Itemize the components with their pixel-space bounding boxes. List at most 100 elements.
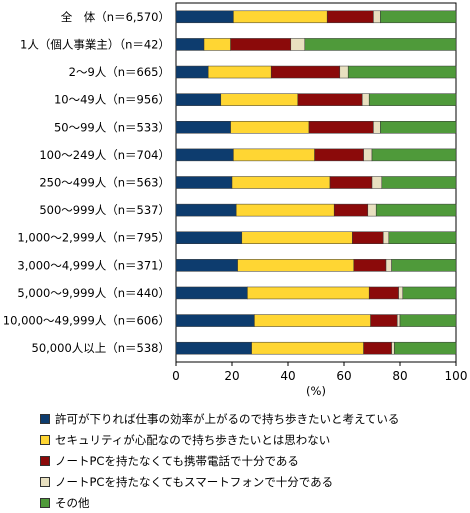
- bar-segment-2-1: [207, 65, 272, 79]
- legend-label: その他: [55, 495, 90, 510]
- bar-segment-1-3: [290, 38, 306, 51]
- legend-item: 許可が下りれば仕事の効率が上がるので持ち歩きたいと考えている: [40, 408, 399, 429]
- category-label: 1,000～2,999人（n＝795）: [17, 231, 170, 245]
- x-tick-label: 60: [336, 369, 351, 383]
- bar-segment-3-3: [361, 93, 370, 106]
- legend-swatch: [40, 476, 50, 487]
- bar-segment-6-4: [381, 176, 457, 189]
- bar-segment-2-0: [175, 65, 209, 79]
- legend-swatch: [40, 413, 50, 424]
- bar-segment-5-2: [314, 148, 364, 162]
- bar-segment-4-3: [373, 121, 381, 134]
- bar-segment-12-3: [391, 341, 395, 355]
- category-label: 3,000～4,999人（n＝371）: [17, 258, 170, 272]
- bar-segment-8-3: [382, 231, 390, 244]
- bar-segment-6-1: [231, 176, 331, 189]
- bar-segment-9-0: [175, 259, 238, 272]
- x-tick-label: 80: [392, 369, 407, 383]
- category-label: 250～499人（n＝563）: [39, 176, 170, 190]
- bar-segment-10-0: [175, 286, 248, 300]
- bar-segment-7-0: [175, 203, 237, 217]
- x-tick-label: 100: [445, 369, 468, 383]
- bar-segment-1-4: [304, 38, 457, 51]
- bar-segment-1-2: [230, 38, 292, 51]
- bar-segment-3-2: [297, 93, 363, 106]
- category-label: 100～249人（n＝704）: [39, 148, 170, 162]
- bar-segment-5-0: [175, 148, 234, 162]
- bar-segment-12-0: [175, 341, 252, 355]
- x-axis-label: (%): [306, 384, 326, 398]
- bar-segment-9-3: [385, 259, 392, 272]
- category-label: 10,000～49,999人（n＝606）: [3, 314, 170, 328]
- bar-segment-0-1: [233, 10, 328, 24]
- bar-segment-10-2: [368, 286, 399, 300]
- bar-segment-10-3: [398, 286, 404, 300]
- bar-segment-2-3: [339, 65, 349, 79]
- category-label: 50,000人以上（n＝538）: [32, 341, 170, 355]
- legend-swatch: [40, 455, 50, 466]
- category-label: 全 体（n＝6,570）: [61, 10, 170, 24]
- x-tick-label: 0: [172, 369, 180, 383]
- legend-label: ノートPCを持たなくても携帯電話で十分である: [55, 453, 299, 468]
- x-tick-label: 40: [280, 369, 295, 383]
- bar-segment-9-4: [391, 259, 457, 272]
- bar-segment-4-0: [175, 121, 231, 134]
- bar-segment-12-4: [394, 341, 457, 355]
- bar-segment-0-0: [175, 10, 234, 24]
- bar-segment-8-0: [175, 231, 243, 244]
- bar-segment-5-4: [371, 148, 457, 162]
- bar-segment-11-2: [370, 314, 398, 327]
- bar-segment-0-2: [326, 10, 374, 24]
- bar-segment-11-3: [396, 314, 401, 327]
- bar-segment-6-2: [329, 176, 373, 189]
- bar-segment-4-4: [380, 121, 457, 134]
- bar-segment-4-1: [230, 121, 310, 134]
- bar-segment-7-2: [333, 203, 369, 217]
- bar-segment-8-4: [388, 231, 457, 244]
- bar-segment-8-1: [241, 231, 353, 244]
- legend-swatch: [40, 434, 50, 445]
- legend-item: ノートPCを持たなくてもスマートフォンで十分である: [40, 471, 399, 492]
- legend-item: その他: [40, 492, 399, 513]
- bar-segment-2-2: [270, 65, 341, 79]
- bar-segment-11-0: [175, 314, 255, 327]
- bar-segment-9-2: [353, 259, 387, 272]
- bar-segment-3-1: [220, 93, 299, 106]
- bar-segment-7-1: [235, 203, 335, 217]
- chart-plot-area: 全 体（n＝6,570） 1人（個人事業主）（n＝42） 2～9人（n＝665） 10…: [3, 2, 468, 398]
- bar-segment-9-1: [237, 259, 355, 272]
- legend-swatch: [40, 497, 50, 508]
- legend-item: ノートPCを持たなくても携帯電話で十分である: [40, 450, 399, 471]
- bar-segment-5-3: [363, 148, 373, 162]
- bar-segment-0-4: [380, 10, 457, 24]
- bar-segment-3-4: [368, 93, 457, 106]
- bar-segment-10-4: [402, 286, 457, 300]
- legend-label: ノートPCを持たなくてもスマートフォンで十分である: [55, 474, 334, 489]
- bar-segment-2-4: [347, 65, 457, 79]
- bar-segment-8-2: [352, 231, 384, 244]
- category-label: 10～49人（n＝956）: [54, 93, 170, 107]
- bar-segment-7-3: [367, 203, 377, 217]
- bar-segment-4-2: [308, 121, 374, 134]
- category-label: 1人（個人事業主）（n＝42）: [20, 37, 170, 51]
- bar-segment-12-1: [251, 341, 364, 355]
- category-label: 50～99人（n＝533）: [54, 120, 170, 134]
- chart-legend: 許可が下りれば仕事の効率が上がるので持ち歩きたいと考えている セキュリティが心配な…: [40, 408, 399, 513]
- x-tick-label: 20: [224, 369, 239, 383]
- legend-label: 許可が下りれば仕事の効率が上がるので持ち歩きたいと考えている: [55, 411, 400, 426]
- bar-segment-11-1: [254, 314, 371, 327]
- bar-segment-1-0: [175, 38, 205, 51]
- bar-segment-7-4: [375, 203, 457, 217]
- bar-segment-3-0: [175, 93, 222, 106]
- category-label: 5,000～9,999人（n＝440）: [17, 286, 170, 300]
- bar-segment-5-1: [233, 148, 315, 162]
- legend-label: セキュリティが心配なので持ち歩きたいとは思わない: [55, 432, 331, 447]
- category-label: 500～999人（n＝537）: [39, 203, 170, 217]
- bar-segment-6-0: [175, 176, 233, 189]
- bar-segment-11-4: [399, 314, 457, 327]
- category-label: 2～9人（n＝665）: [69, 65, 170, 79]
- bar-segment-6-3: [371, 176, 383, 189]
- legend-item: セキュリティが心配なので持ち歩きたいとは思わない: [40, 429, 399, 450]
- bar-segment-1-1: [203, 38, 231, 51]
